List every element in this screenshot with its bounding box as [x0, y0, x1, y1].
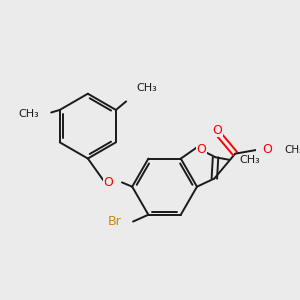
Text: CH₃: CH₃ [19, 109, 39, 119]
Text: O: O [197, 143, 207, 156]
Text: CH₃: CH₃ [239, 155, 260, 165]
Text: O: O [103, 176, 113, 189]
Text: O: O [262, 143, 272, 156]
Text: CH₃: CH₃ [136, 83, 157, 93]
Text: CH₃: CH₃ [284, 145, 300, 154]
Text: O: O [212, 124, 222, 137]
Text: Br: Br [107, 215, 121, 228]
